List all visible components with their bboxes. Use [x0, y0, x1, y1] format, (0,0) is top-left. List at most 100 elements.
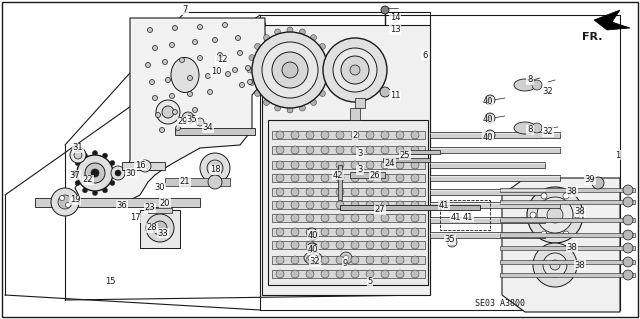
Circle shape [65, 203, 70, 207]
Circle shape [411, 241, 419, 249]
Circle shape [232, 68, 237, 72]
Circle shape [341, 56, 369, 84]
Circle shape [85, 163, 105, 183]
Circle shape [276, 270, 284, 278]
Ellipse shape [308, 255, 318, 262]
Text: 30: 30 [125, 168, 136, 177]
Circle shape [366, 256, 374, 264]
Circle shape [321, 241, 329, 249]
Circle shape [291, 131, 299, 139]
Circle shape [272, 52, 308, 88]
Text: 10: 10 [211, 68, 221, 77]
Circle shape [411, 146, 419, 154]
Circle shape [321, 270, 329, 278]
Circle shape [381, 6, 389, 14]
Circle shape [115, 170, 121, 176]
Text: 12: 12 [217, 56, 227, 64]
Circle shape [170, 42, 175, 48]
Circle shape [396, 188, 404, 196]
Circle shape [310, 231, 314, 235]
Circle shape [381, 146, 389, 154]
Circle shape [77, 155, 113, 191]
Circle shape [291, 201, 299, 209]
Circle shape [543, 253, 567, 277]
Circle shape [72, 170, 77, 175]
Polygon shape [500, 233, 635, 237]
Circle shape [255, 43, 260, 49]
Circle shape [170, 93, 175, 99]
Polygon shape [430, 217, 545, 223]
Circle shape [336, 188, 344, 196]
Circle shape [205, 73, 211, 78]
Circle shape [623, 215, 633, 225]
Circle shape [255, 91, 260, 97]
Circle shape [366, 214, 374, 222]
Text: 9: 9 [342, 258, 348, 268]
Text: 4: 4 [216, 56, 221, 64]
Text: 8: 8 [527, 125, 532, 135]
Circle shape [249, 79, 255, 85]
Circle shape [306, 228, 314, 236]
Circle shape [366, 131, 374, 139]
Circle shape [146, 214, 174, 242]
Polygon shape [502, 178, 620, 312]
Circle shape [381, 228, 389, 236]
Text: 16: 16 [134, 160, 145, 169]
Circle shape [321, 201, 329, 209]
Polygon shape [500, 200, 635, 204]
Text: 38: 38 [575, 207, 586, 217]
Text: 35: 35 [445, 235, 455, 244]
Circle shape [111, 166, 125, 180]
Circle shape [321, 131, 329, 139]
Circle shape [58, 195, 72, 209]
Circle shape [291, 228, 299, 236]
Circle shape [276, 214, 284, 222]
Ellipse shape [304, 252, 322, 264]
Circle shape [366, 146, 374, 154]
Text: 41: 41 [451, 212, 461, 221]
Circle shape [236, 35, 241, 41]
Circle shape [145, 63, 150, 68]
Circle shape [208, 175, 222, 189]
Circle shape [156, 113, 161, 117]
Circle shape [225, 71, 230, 77]
Circle shape [276, 188, 284, 196]
Circle shape [264, 35, 269, 41]
Circle shape [139, 160, 151, 172]
Text: 40: 40 [483, 132, 493, 142]
Circle shape [291, 161, 299, 169]
Circle shape [223, 23, 227, 27]
Text: 38: 38 [566, 188, 577, 197]
Circle shape [563, 193, 569, 199]
Circle shape [70, 197, 74, 202]
Circle shape [239, 83, 244, 87]
Circle shape [336, 174, 344, 182]
Circle shape [321, 214, 329, 222]
Text: 28: 28 [147, 224, 157, 233]
Circle shape [351, 270, 359, 278]
Circle shape [380, 87, 390, 97]
Circle shape [287, 107, 293, 113]
Circle shape [351, 256, 359, 264]
Circle shape [306, 146, 314, 154]
Circle shape [110, 181, 115, 186]
Circle shape [336, 241, 344, 249]
Circle shape [156, 100, 180, 124]
Circle shape [207, 160, 223, 176]
Circle shape [291, 241, 299, 249]
Text: 15: 15 [105, 277, 115, 286]
Text: 5: 5 [367, 278, 372, 286]
Circle shape [366, 174, 374, 182]
Text: 31: 31 [73, 144, 83, 152]
Circle shape [336, 146, 344, 154]
Circle shape [179, 57, 184, 63]
Circle shape [70, 147, 86, 163]
Text: 32: 32 [543, 87, 554, 97]
Circle shape [300, 105, 305, 111]
Circle shape [541, 193, 547, 199]
Circle shape [366, 201, 374, 209]
Circle shape [306, 188, 314, 196]
Circle shape [541, 231, 547, 237]
Polygon shape [272, 256, 425, 264]
Polygon shape [148, 208, 172, 213]
